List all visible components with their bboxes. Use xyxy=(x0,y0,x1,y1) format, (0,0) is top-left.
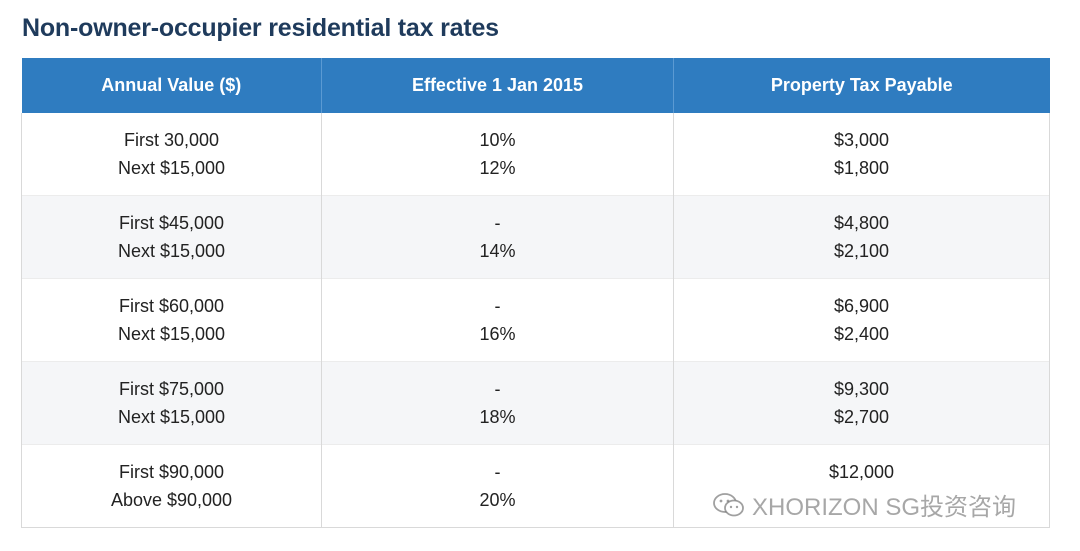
effective-rate-line: - xyxy=(494,296,501,316)
annual-value-line: Next $15,000 xyxy=(117,407,226,427)
tax-payable-line: $2,100 xyxy=(833,241,890,261)
tax-payable-cell: $12,000 xyxy=(673,444,1050,528)
tax-payable-line: $9,300 xyxy=(833,379,890,399)
table-row: First $45,000 Next $15,000 - 14% $4,800 … xyxy=(21,195,1050,279)
table-row: First $90,000 Above $90,000 - 20% $12,00… xyxy=(21,444,1050,528)
annual-value-cell: First $75,000 Next $15,000 xyxy=(21,361,322,445)
annual-value-line: First $90,000 xyxy=(118,462,225,482)
annual-value-line: First $75,000 xyxy=(118,379,225,399)
tax-rate-table: Annual Value ($) Effective 1 Jan 2015 Pr… xyxy=(21,58,1050,528)
tax-payable-line xyxy=(674,486,1049,514)
tax-payable-cell: $6,900 $2,400 xyxy=(673,278,1050,362)
tax-payable-line: $6,900 xyxy=(833,296,890,316)
table-row: First 30,000 Next $15,000 10% 12% $3,000… xyxy=(21,113,1050,196)
table-header-row: Annual Value ($) Effective 1 Jan 2015 Pr… xyxy=(21,58,1050,113)
effective-rate-line: 12% xyxy=(479,158,516,178)
tax-payable-line: $3,000 xyxy=(833,130,890,150)
annual-value-line: Above $90,000 xyxy=(110,490,233,510)
tax-payable-cell: $3,000 $1,800 xyxy=(673,113,1050,196)
header-effective-date: Effective 1 Jan 2015 xyxy=(321,58,674,113)
tax-payable-line: $2,400 xyxy=(833,324,890,344)
effective-rate-line: - xyxy=(494,213,501,233)
annual-value-line: First 30,000 xyxy=(123,130,220,150)
annual-value-cell: First $90,000 Above $90,000 xyxy=(21,444,322,528)
effective-rate-line: 10% xyxy=(479,130,516,150)
tax-payable-line: $1,800 xyxy=(833,158,890,178)
annual-value-cell: First $45,000 Next $15,000 xyxy=(21,195,322,279)
table-row: First $60,000 Next $15,000 - 16% $6,900 … xyxy=(21,278,1050,362)
tax-payable-cell: $4,800 $2,100 xyxy=(673,195,1050,279)
tax-payable-line: $4,800 xyxy=(833,213,890,233)
tax-payable-line: $12,000 xyxy=(828,462,895,482)
annual-value-line: First $45,000 xyxy=(118,213,225,233)
effective-rate-line: 20% xyxy=(479,490,516,510)
page-title: Non-owner-occupier residential tax rates xyxy=(22,14,499,42)
table-row: First $75,000 Next $15,000 - 18% $9,300 … xyxy=(21,361,1050,445)
effective-rate-cell: - 14% xyxy=(321,195,674,279)
effective-rate-cell: - 18% xyxy=(321,361,674,445)
effective-rate-line: 16% xyxy=(479,324,516,344)
annual-value-line: Next $15,000 xyxy=(117,324,226,344)
tax-payable-line: $2,700 xyxy=(833,407,890,427)
tax-payable-cell: $9,300 $2,700 xyxy=(673,361,1050,445)
effective-rate-line: 14% xyxy=(479,241,516,261)
effective-rate-line: - xyxy=(494,462,501,482)
annual-value-line: First $60,000 xyxy=(118,296,225,316)
effective-rate-line: - xyxy=(494,379,501,399)
effective-rate-cell: - 16% xyxy=(321,278,674,362)
annual-value-line: Next $15,000 xyxy=(117,158,226,178)
annual-value-cell: First $60,000 Next $15,000 xyxy=(21,278,322,362)
effective-rate-line: 18% xyxy=(479,407,516,427)
header-tax-payable: Property Tax Payable xyxy=(673,58,1050,113)
annual-value-line: Next $15,000 xyxy=(117,241,226,261)
annual-value-cell: First 30,000 Next $15,000 xyxy=(21,113,322,196)
header-annual-value: Annual Value ($) xyxy=(21,58,322,113)
effective-rate-cell: 10% 12% xyxy=(321,113,674,196)
effective-rate-cell: - 20% xyxy=(321,444,674,528)
